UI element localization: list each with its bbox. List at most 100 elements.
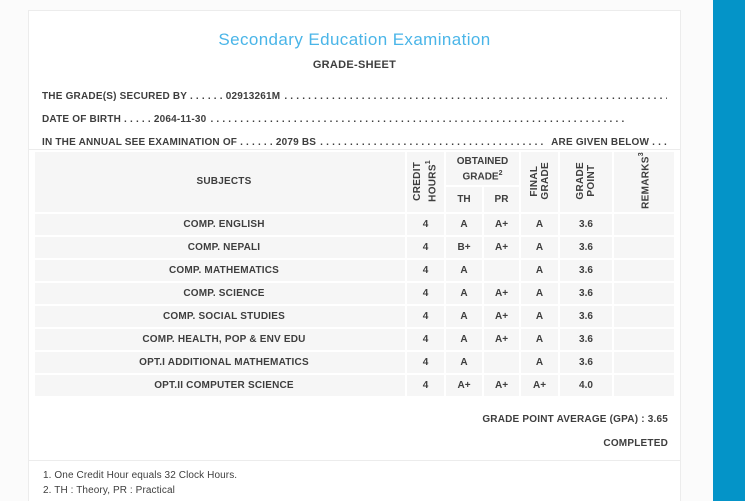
subject-cell: COMP. ENGLISH — [35, 213, 405, 235]
footnote-ref-2: 2 — [498, 169, 503, 177]
credit-hours-vertical-text: CREDIT HOURS1 — [412, 159, 439, 202]
subject-cell: OPT.II COMPUTER SCIENCE — [35, 374, 405, 396]
grade-point-cell: 4.0 — [560, 374, 612, 396]
subject-cell: COMP. MATHEMATICS — [35, 259, 405, 281]
th-grade-cell: A — [446, 213, 482, 235]
gpa-line: GRADE POINT AVERAGE (GPA) : 3.65 — [482, 413, 668, 425]
subject-cell: COMP. SCIENCE — [35, 282, 405, 304]
final-grade-cell: A — [521, 351, 558, 373]
column-header-credit-hours: CREDIT HOURS1 — [407, 152, 444, 212]
footnote-ref-1: 1 — [425, 159, 433, 164]
grade-point-cell: 3.6 — [560, 305, 612, 327]
info-line-grades-secured: THE GRADE(S) SECURED BY . . . . . . 0291… — [42, 85, 667, 108]
pr-grade-cell: A+ — [484, 213, 519, 235]
remarks-cell — [614, 282, 674, 304]
footnote-credit-hour: 1. One Credit Hour equals 32 Clock Hours… — [43, 469, 238, 481]
column-header-grade-point: GRADE POINT — [560, 152, 612, 212]
final-grade-cell: A — [521, 213, 558, 235]
th-grade-cell: A — [446, 328, 482, 350]
pr-grade-cell — [484, 259, 519, 281]
column-header-final-grade: FINAL GRADE — [521, 152, 558, 212]
info-line-examination: IN THE ANNUAL SEE EXAMINATION OF . . . .… — [42, 131, 667, 154]
grade-point-cell: 3.6 — [560, 236, 612, 258]
remarks-cell — [614, 374, 674, 396]
completed-status: COMPLETED — [603, 437, 668, 449]
right-accent-bar — [713, 0, 745, 501]
pr-grade-cell: A+ — [484, 305, 519, 327]
dotted-leader: . . . . . . . . . . . . . . . . . . . . … — [284, 91, 667, 102]
column-header-pr: PR — [484, 187, 519, 212]
date-of-birth-text: DATE OF BIRTH . . . . . 2064-11-30 — [42, 114, 207, 125]
grade-point-cell: 3.6 — [560, 282, 612, 304]
credit-hours-cell: 4 — [407, 351, 444, 373]
remarks-cell — [614, 328, 674, 350]
table-row: COMP. ENGLISH 4 A A+ A 3.6 — [35, 213, 674, 235]
column-header-obtained-grade: OBTAINED GRADE2 — [446, 152, 519, 186]
remarks-cell — [614, 305, 674, 327]
pr-grade-cell: A+ — [484, 328, 519, 350]
credit-hours-cell: 4 — [407, 259, 444, 281]
grade-point-cell: 3.6 — [560, 259, 612, 281]
subject-cell: OPT.I ADDITIONAL MATHEMATICS — [35, 351, 405, 373]
remarks-cell — [614, 213, 674, 235]
footnotes: 1. One Credit Hour equals 32 Clock Hours… — [29, 461, 680, 501]
footnote-ref-3: 3 — [638, 152, 646, 157]
th-grade-cell: A — [446, 259, 482, 281]
credit-hours-cell: 4 — [407, 374, 444, 396]
final-grade-cell: A — [521, 259, 558, 281]
grades-table-section: SUBJECTS CREDIT HOURS1 OBTAINED GRADE2 F… — [29, 150, 680, 398]
grade-sheet-label: GRADE-SHEET — [312, 59, 397, 71]
document-header: Secondary Education Examination GRADE-SH… — [29, 11, 680, 150]
th-grade-cell: A — [446, 282, 482, 304]
final-grade-cell: A — [521, 328, 558, 350]
pr-grade-cell: A+ — [484, 282, 519, 304]
final-grade-cell: A+ — [521, 374, 558, 396]
column-header-remarks: REMARKS3 — [614, 152, 674, 212]
pr-grade-cell: A+ — [484, 236, 519, 258]
table-row: OPT.I ADDITIONAL MATHEMATICS 4 A A 3.6 — [35, 351, 674, 373]
table-row: COMP. SOCIAL STUDIES 4 A A+ A 3.6 — [35, 305, 674, 327]
table-row: COMP. SCIENCE 4 A A+ A 3.6 — [35, 282, 674, 304]
final-grade-vertical-text: FINAL GRADE — [528, 161, 551, 200]
footnote-th-pr: 2. TH : Theory, PR : Practical — [43, 485, 175, 497]
th-grade-cell: A+ — [446, 374, 482, 396]
th-grade-cell: A — [446, 351, 482, 373]
summary-section: GRADE POINT AVERAGE (GPA) : 3.65 COMPLET… — [29, 398, 680, 461]
grade-sheet-document: Secondary Education Examination GRADE-SH… — [28, 10, 681, 501]
credit-hours-cell: 4 — [407, 213, 444, 235]
final-grade-cell: A — [521, 282, 558, 304]
grade-point-cell: 3.6 — [560, 328, 612, 350]
page-title: Secondary Education Examination — [218, 30, 491, 49]
grade-point-cell: 3.6 — [560, 213, 612, 235]
are-given-below-text: ARE GIVEN BELOW . . . — [551, 137, 667, 148]
credit-hours-cell: 4 — [407, 282, 444, 304]
table-row: COMP. HEALTH, POP & ENV EDU 4 A A+ A 3.6 — [35, 328, 674, 350]
pr-grade-cell: A+ — [484, 374, 519, 396]
info-lines: THE GRADE(S) SECURED BY . . . . . . 0291… — [42, 85, 667, 154]
grades-table: SUBJECTS CREDIT HOURS1 OBTAINED GRADE2 F… — [33, 150, 676, 398]
subject-cell: COMP. NEPALI — [35, 236, 405, 258]
column-header-th: TH — [446, 187, 482, 212]
final-grade-cell: A — [521, 305, 558, 327]
th-grade-cell: A — [446, 305, 482, 327]
th-grade-cell: B+ — [446, 236, 482, 258]
grade-point-vertical-text: GRADE POINT — [575, 161, 597, 200]
subject-cell: COMP. SOCIAL STUDIES — [35, 305, 405, 327]
pr-grade-cell — [484, 351, 519, 373]
examination-text: IN THE ANNUAL SEE EXAMINATION OF . . . .… — [42, 137, 317, 148]
remarks-cell — [614, 351, 674, 373]
column-header-subjects: SUBJECTS — [35, 152, 405, 212]
dotted-leader: . . . . . . . . . . . . . . . . . . . . … — [320, 137, 547, 148]
table-row: OPT.II COMPUTER SCIENCE 4 A+ A+ A+ 4.0 — [35, 374, 674, 396]
table-row: COMP. NEPALI 4 B+ A+ A 3.6 — [35, 236, 674, 258]
table-row: COMP. MATHEMATICS 4 A A 3.6 — [35, 259, 674, 281]
credit-hours-cell: 4 — [407, 305, 444, 327]
grades-secured-text: THE GRADE(S) SECURED BY . . . . . . 0291… — [42, 91, 281, 102]
subject-cell: COMP. HEALTH, POP & ENV EDU — [35, 328, 405, 350]
remarks-cell — [614, 236, 674, 258]
credit-hours-cell: 4 — [407, 236, 444, 258]
dotted-leader: . . . . . . . . . . . . . . . . . . . . … — [210, 114, 625, 125]
final-grade-cell: A — [521, 236, 558, 258]
grade-point-cell: 3.6 — [560, 351, 612, 373]
